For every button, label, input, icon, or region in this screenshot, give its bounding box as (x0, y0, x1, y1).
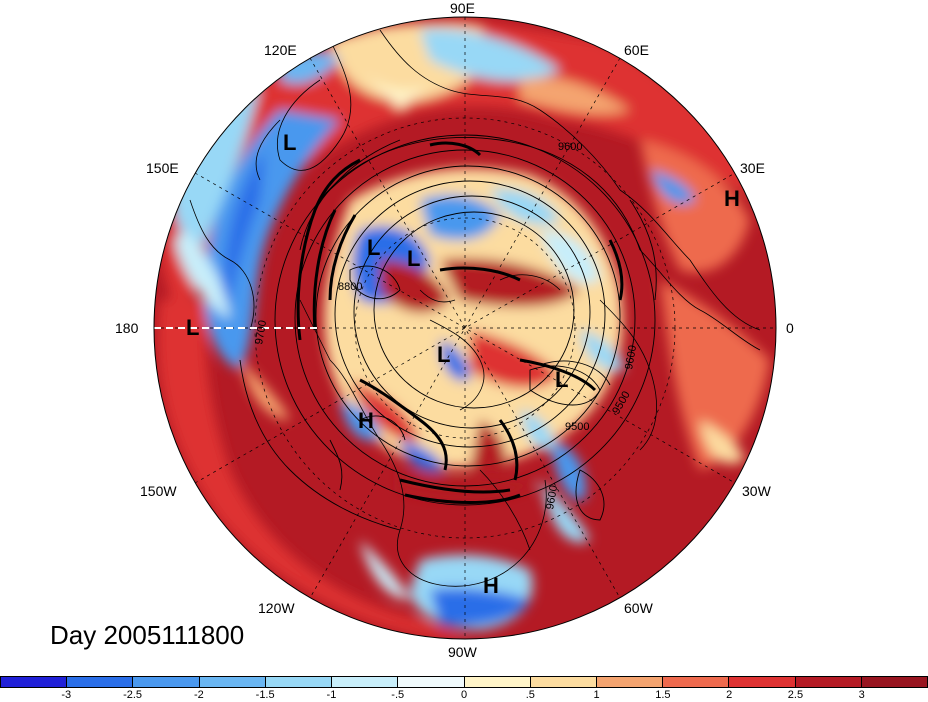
anomaly-field (154, 17, 776, 639)
colorbar-segment (795, 677, 862, 687)
colorbar-tick-label: 2.5 (787, 689, 804, 701)
colorbar-segment (67, 677, 134, 687)
colorbar-segment (464, 677, 531, 687)
low-center: L (186, 315, 199, 340)
jet-contours (296, 141, 624, 504)
contour-label: 9600 (544, 484, 560, 510)
lon-label-150e: 150E (146, 160, 179, 176)
low-center: L (555, 367, 568, 392)
lon-label-0: 0 (786, 320, 794, 336)
colorbar-tick-label: -2 (193, 689, 204, 701)
colorbar-segment (729, 677, 796, 687)
lon-label-120e: 120E (264, 42, 297, 58)
lon-label-120w: 120W (258, 600, 295, 616)
colorbar-tick-label: 3 (858, 689, 865, 701)
lon-label-150w: 150W (140, 483, 177, 499)
graticule (154, 17, 776, 639)
contour-label: 9500 (565, 421, 589, 433)
colorbar-segment (596, 677, 664, 687)
low-center: L (437, 342, 450, 367)
lon-label-60w: 60W (624, 600, 653, 616)
colorbar-segment (332, 677, 399, 687)
contour-label: 9600 (558, 141, 582, 153)
colorbar-tick-label: .5 (525, 689, 535, 701)
colorbar-segment (133, 677, 200, 687)
contour-labels: 9600 8800 9700 9500 9600 9600 9500 (253, 141, 639, 511)
colorbar-tick-label: -3 (61, 689, 72, 701)
colorbar-tick-label: -1.5 (255, 689, 275, 701)
lon-label-30e: 30E (740, 160, 765, 176)
colorbar-tick-label: 0 (460, 689, 468, 701)
high-center: H (358, 408, 374, 433)
lon-label-60e: 60E (624, 42, 649, 58)
lon-label-90e: 90E (450, 0, 475, 16)
colorbar-tick-label: 1 (593, 689, 600, 701)
contour-label: 9600 (623, 344, 639, 370)
colorbar-segment (398, 677, 465, 687)
lon-label-30w: 30W (742, 483, 771, 499)
contour-label: 9700 (253, 319, 269, 345)
colorbar-tick-label: -1 (326, 689, 337, 701)
low-center: L (367, 235, 380, 260)
map-border (153, 16, 777, 640)
height-contours (239, 134, 657, 531)
colorbar-tick-label: -2.5 (123, 689, 143, 701)
high-center: H (724, 186, 740, 211)
colorbar-tick-label: 1.5 (655, 689, 671, 701)
contour-label: 8800 (338, 281, 362, 293)
colorbar-segment (1, 677, 68, 687)
lon-label-90w: 90W (448, 644, 477, 660)
day-label: Day 2005111800 (50, 620, 245, 650)
colorbar-tick-label: -.5 (391, 689, 405, 701)
colorbar-segment (199, 677, 266, 687)
colorbar (0, 676, 928, 688)
pressure-centers: L L L L L L H H H L (186, 130, 740, 598)
high-center: H (483, 573, 499, 598)
low-center: L (407, 246, 420, 271)
colorbar-segment (530, 677, 597, 687)
colorbar-segment (265, 677, 333, 687)
colorbar-segment (861, 677, 928, 687)
colorbar-segment (663, 677, 730, 687)
low-center: L (283, 130, 296, 155)
colorbar-tick-label: 2 (726, 689, 733, 701)
lon-label-180: 180 (115, 320, 139, 336)
